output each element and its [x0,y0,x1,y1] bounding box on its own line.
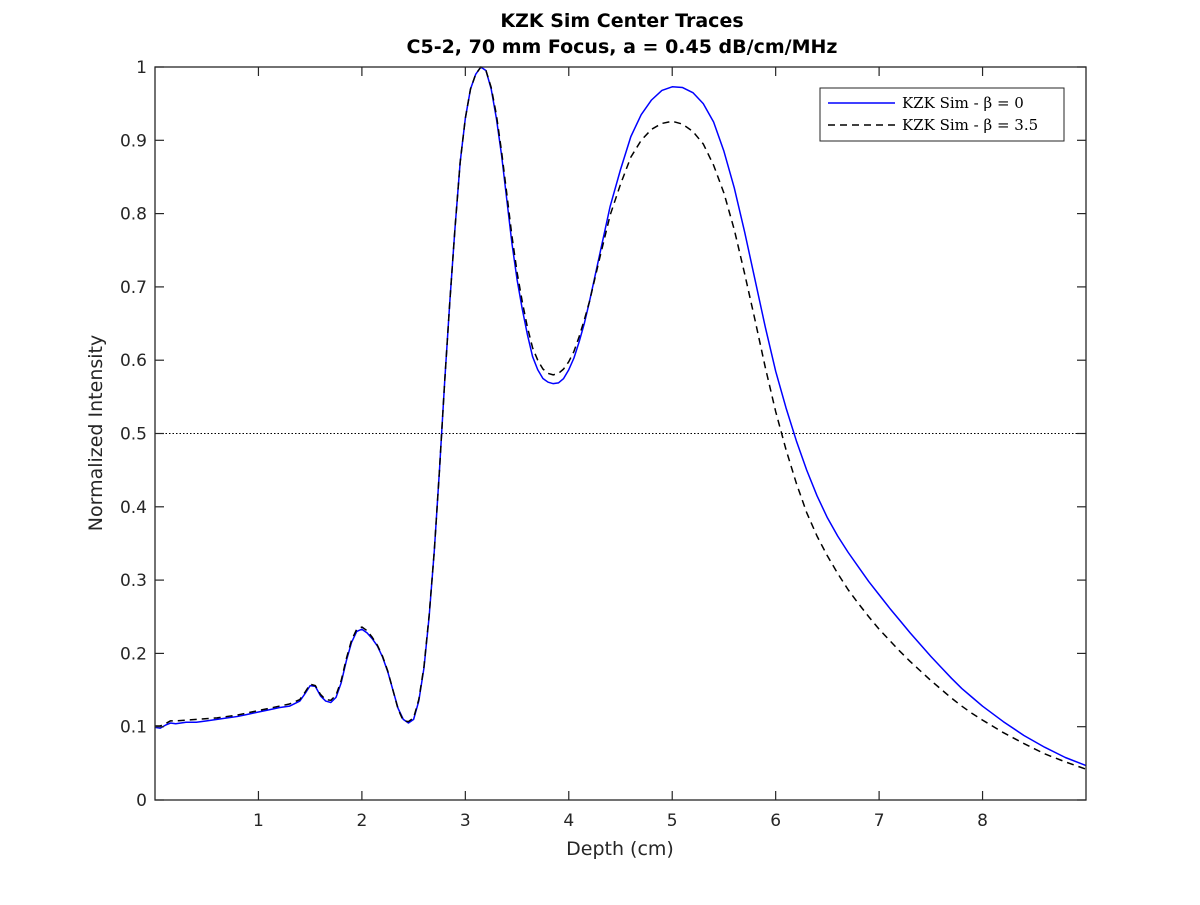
x-tick-label: 2 [356,811,367,831]
x-tick-label: 4 [563,811,574,831]
x-tick-label: 1 [253,811,264,831]
tick-layer: 1 2 3 4 5 6 7 8 0 0.1 0.2 0.3 0.4 0.5 0.6 0.7 0.8 0.9 1 [120,58,1086,831]
y-tick-label: 0.7 [120,278,147,298]
x-axis-label: Depth (cm) [566,838,674,860]
legend-label-beta-3-5: KZK Sim - β = 3.5 [902,116,1038,134]
y-tick-label: 0.1 [120,718,147,738]
y-tick-label: 0 [136,791,147,811]
y-tick-label: 0.5 [120,425,147,445]
legend: KZK Sim - β = 0 KZK Sim - β = 3.5 [819,87,1065,142]
series-layer [154,66,1087,770]
x-tick-label: 7 [874,811,885,831]
chart-subtitle: C5-2, 70 mm Focus, a = 0.45 dB/cm/MHz [407,36,838,58]
x-tick-label: 5 [667,811,678,831]
chart-title: KZK Sim Center Traces [500,10,743,32]
x-tick-label: 8 [977,811,988,831]
y-tick-label: 0.9 [120,131,147,151]
series-line-1 [155,66,1087,770]
y-tick-label: 0.3 [120,571,147,591]
y-tick-label: 0.2 [120,644,147,664]
y-tick-label: 0.6 [120,351,147,371]
y-tick-label: 1 [136,58,147,78]
legend-label-beta-0: KZK Sim - β = 0 [902,94,1024,112]
y-tick-label: 0.8 [120,205,147,225]
x-tick-label: 3 [460,811,471,831]
legend-box [819,87,1065,142]
y-axis-label: Normalized Intensity [85,335,107,532]
y-tick-label: 0.4 [120,498,147,518]
x-tick-label: 6 [770,811,781,831]
